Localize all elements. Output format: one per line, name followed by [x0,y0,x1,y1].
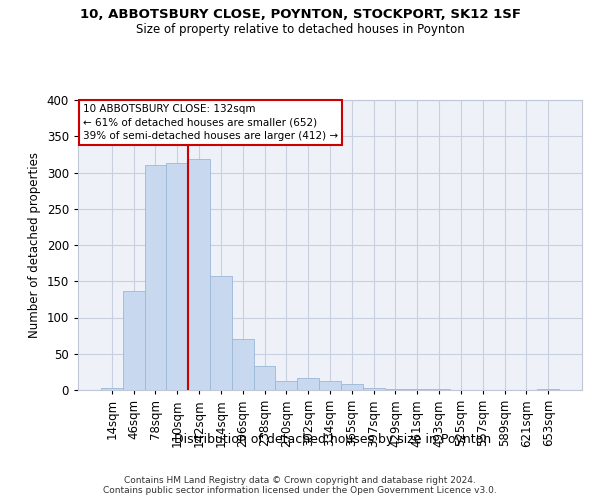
Text: Contains HM Land Registry data © Crown copyright and database right 2024.
Contai: Contains HM Land Registry data © Crown c… [103,476,497,495]
Bar [188,160,210,390]
Bar [210,276,232,390]
Bar [319,382,341,390]
Bar [363,388,385,390]
Bar [341,384,363,390]
Text: 10 ABBOTSBURY CLOSE: 132sqm
← 61% of detached houses are smaller (652)
39% of se: 10 ABBOTSBURY CLOSE: 132sqm ← 61% of det… [83,104,338,141]
Bar [275,382,297,390]
Bar [537,388,559,390]
Bar [101,388,123,390]
Text: Distribution of detached houses by size in Poynton: Distribution of detached houses by size … [175,432,491,446]
Bar [166,163,188,390]
Bar [254,366,275,390]
Bar [232,338,254,390]
Bar [145,164,166,390]
Text: Size of property relative to detached houses in Poynton: Size of property relative to detached ho… [136,22,464,36]
Y-axis label: Number of detached properties: Number of detached properties [28,152,41,338]
Text: 10, ABBOTSBURY CLOSE, POYNTON, STOCKPORT, SK12 1SF: 10, ABBOTSBURY CLOSE, POYNTON, STOCKPORT… [79,8,521,20]
Bar [123,292,145,390]
Bar [297,378,319,390]
